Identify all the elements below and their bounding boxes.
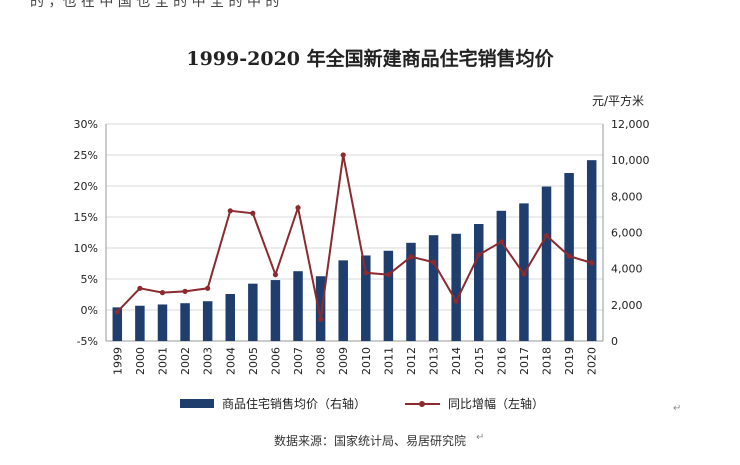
bar	[270, 280, 281, 341]
left-axis-tick-label: -5%	[77, 335, 98, 348]
growth-line	[116, 154, 592, 320]
growth-point	[227, 208, 233, 214]
legend: 商品住宅销售均价（右轴） 同比增幅（左轴）	[180, 396, 544, 411]
right-axis-tick-label: 2,000	[611, 299, 643, 312]
bar	[315, 276, 326, 341]
right-axis-tick-label: 4,000	[611, 263, 643, 276]
bar	[112, 307, 123, 341]
x-axis-ticks: 1999 2000 2001 2002 2003 2004 2005 2006 2007 2008…	[111, 347, 598, 375]
growth-point	[543, 233, 550, 239]
growth-point	[159, 290, 166, 296]
x-axis-tick-label: 2001	[156, 347, 169, 375]
growth-point	[566, 253, 572, 259]
left-axis-tick-label: 30%	[74, 118, 98, 131]
growth-point	[498, 239, 504, 245]
bar-series	[112, 160, 597, 341]
x-axis-tick-label: 2019	[563, 347, 576, 375]
bar	[428, 235, 439, 341]
bar	[383, 250, 394, 341]
paragraph-mark: ↵	[476, 432, 485, 443]
bar	[225, 293, 235, 341]
x-axis-tick-label: 2011	[382, 347, 395, 375]
x-axis-tick-label: 2017	[518, 347, 531, 375]
bar	[451, 233, 461, 341]
right-axis-ticks: 12,000 10,000 8,000 6,000 4,000 2,000 0	[611, 118, 650, 348]
bar	[406, 242, 416, 341]
growth-point	[430, 259, 437, 265]
x-axis-tick-label: 2016	[495, 347, 508, 375]
x-axis-tick-label: 2003	[202, 347, 215, 375]
growth-point	[205, 285, 211, 291]
x-axis-tick-label: 1999	[111, 347, 124, 375]
right-axis-tick-label: 10,000	[611, 154, 650, 167]
line-series	[114, 152, 595, 322]
paragraph-mark: ↵	[673, 403, 682, 414]
growth-point	[476, 252, 482, 258]
left-axis-tick-label: 5%	[81, 273, 98, 286]
x-axis-tick-label: 2018	[541, 347, 554, 375]
right-axis-tick-label: 12,000	[611, 118, 650, 131]
bar	[338, 260, 348, 341]
growth-point	[318, 316, 324, 322]
bar	[474, 224, 484, 341]
bar	[361, 255, 371, 341]
left-axis-tick-label: 25%	[74, 149, 98, 162]
bar	[541, 186, 552, 341]
x-axis-tick-label: 2002	[179, 347, 192, 375]
bar	[202, 301, 213, 341]
bar	[157, 304, 168, 341]
legend-line-label: 同比增幅（左轴）	[448, 396, 544, 411]
x-axis-tick-label: 2010	[360, 347, 373, 375]
x-axis-tick-label: 2012	[405, 347, 418, 375]
growth-point	[453, 298, 459, 304]
source-note: 数据来源：国家统计局、易居研究院	[273, 434, 466, 448]
bar	[248, 283, 258, 341]
left-axis-tick-label: 15%	[74, 211, 98, 224]
right-axis-tick-label: 6,000	[611, 227, 643, 240]
growth-point	[363, 270, 369, 276]
x-axis-tick-label: 2004	[224, 347, 237, 375]
growth-point	[114, 309, 120, 315]
x-axis-tick-label: 2005	[247, 347, 260, 375]
x-axis-tick-label: 2007	[292, 347, 305, 375]
growth-point	[589, 260, 595, 266]
x-axis-tick-label: 2009	[337, 347, 350, 375]
bar	[180, 303, 190, 341]
x-axis-tick-label: 2015	[473, 347, 486, 375]
legend-bar-swatch	[180, 399, 214, 408]
growth-point	[385, 272, 391, 278]
growth-point	[182, 288, 188, 294]
bar	[135, 305, 145, 341]
right-axis-tick-label: 8,000	[611, 190, 643, 203]
growth-point	[137, 285, 143, 291]
chart-title: 1999-2020 年全国新建商品住宅销售均价	[186, 48, 554, 70]
legend-bar-label: 商品住宅销售均价（右轴）	[222, 396, 366, 411]
growth-point	[250, 210, 256, 216]
growth-point	[408, 254, 414, 260]
x-axis-tick-label: 2000	[134, 347, 147, 375]
right-axis-tick-label: 0	[611, 335, 618, 348]
left-axis-ticks: 30% 25% 20% 15% 10% 5% 0% -5%	[74, 118, 98, 348]
left-axis-tick-label: 10%	[74, 242, 98, 255]
cropped-text-fragment: 的 ，也 在 中 国 也 全 的 中 全 的 中 的	[30, 0, 280, 10]
left-axis-tick-label: 20%	[74, 180, 98, 193]
bar	[496, 210, 507, 341]
legend-line-marker	[419, 401, 425, 407]
x-axis-tick-label: 2013	[428, 347, 441, 375]
left-axis-tick-label: 0%	[81, 304, 98, 317]
right-axis-unit-label: 元/平方米	[592, 94, 645, 108]
growth-point	[521, 271, 527, 277]
x-axis-tick-label: 2020	[586, 347, 599, 375]
growth-point	[272, 272, 279, 278]
bar	[586, 160, 597, 341]
bar	[293, 271, 303, 341]
x-axis-tick-label: 2006	[269, 347, 282, 375]
growth-point	[340, 152, 346, 158]
growth-point	[295, 205, 301, 211]
x-axis-tick-label: 2014	[450, 347, 463, 375]
x-axis-tick-label: 2008	[315, 347, 328, 375]
